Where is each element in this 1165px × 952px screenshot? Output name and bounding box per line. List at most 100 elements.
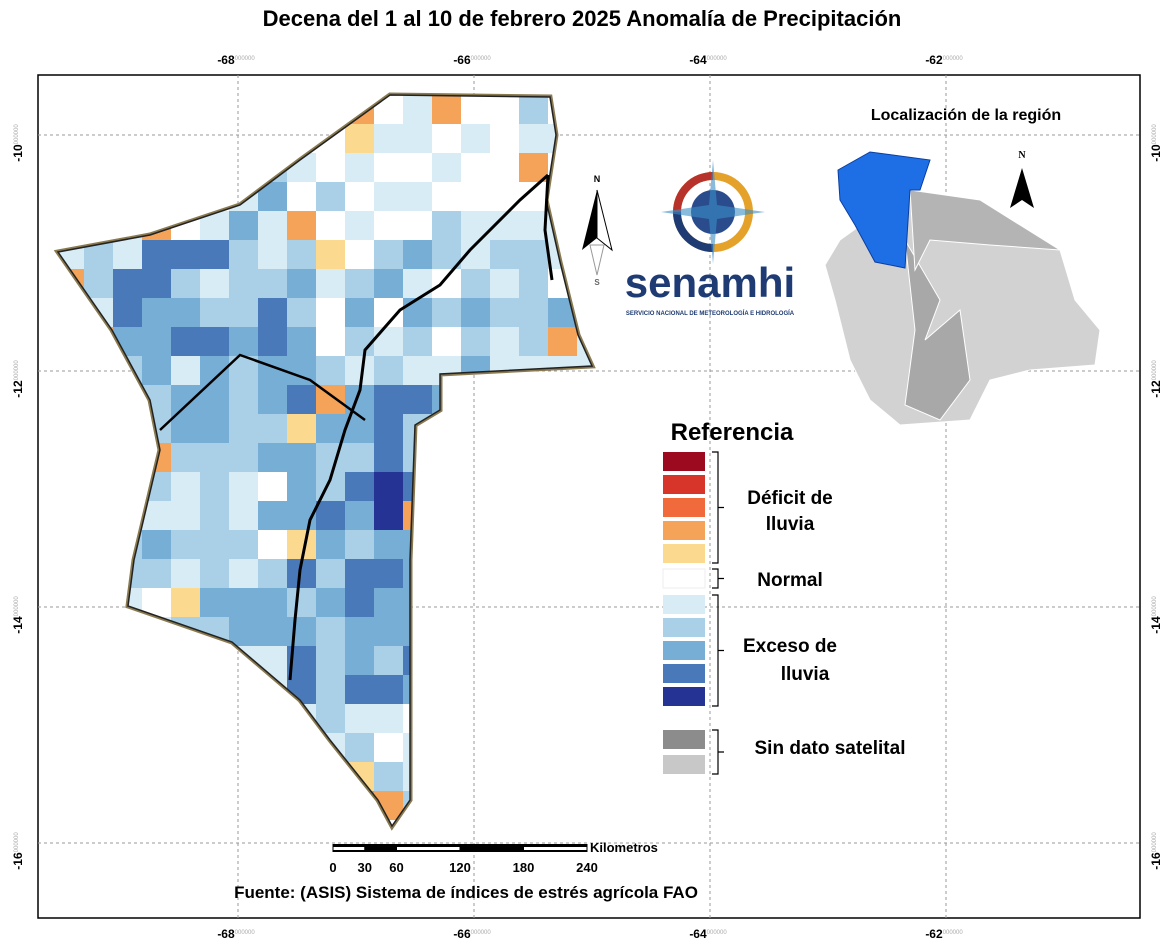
anomaly-cell xyxy=(113,646,142,675)
anomaly-cell xyxy=(461,733,490,762)
coord-suffix: 000000 xyxy=(14,832,20,853)
anomaly-cell xyxy=(374,356,403,385)
anomaly-cell xyxy=(142,240,171,269)
scale-segment xyxy=(397,847,461,850)
anomaly-cell xyxy=(84,704,113,733)
coord-label: -64000000 xyxy=(689,53,727,67)
north-arrow: N S xyxy=(582,174,612,287)
anomaly-cell xyxy=(490,443,519,472)
coord-value: -10 xyxy=(11,144,25,162)
anomaly-cell xyxy=(548,733,577,762)
anomaly-cell xyxy=(374,182,403,211)
anomaly-cell xyxy=(171,646,200,675)
anomaly-cell xyxy=(403,327,432,356)
anomaly-cell xyxy=(374,414,403,443)
anomaly-cell xyxy=(577,414,606,443)
anomaly-cell xyxy=(258,385,287,414)
scale-segment xyxy=(333,847,365,850)
anomaly-cell xyxy=(490,762,519,791)
anomaly-cell xyxy=(548,182,577,211)
anomaly-cell xyxy=(577,704,606,733)
anomaly-cell xyxy=(113,385,142,414)
anomaly-cell xyxy=(229,124,258,153)
arrow-south xyxy=(590,245,604,275)
legend-label: Normal xyxy=(757,570,822,591)
anomaly-cell xyxy=(200,327,229,356)
anomaly-cell xyxy=(200,443,229,472)
anomaly-cell xyxy=(577,617,606,646)
coord-suffix: 000000 xyxy=(14,596,20,617)
coord-suffix: 000000 xyxy=(1152,124,1158,145)
anomaly-cell xyxy=(490,791,519,820)
anomaly-cell xyxy=(229,733,258,762)
anomaly-cell xyxy=(374,646,403,675)
anomaly-cell xyxy=(258,791,287,820)
anomaly-cell xyxy=(287,588,316,617)
anomaly-cell xyxy=(316,530,345,559)
anomaly-cell xyxy=(55,646,84,675)
anomaly-cell xyxy=(229,617,258,646)
anomaly-cell xyxy=(548,530,577,559)
anomaly-cell xyxy=(374,733,403,762)
anomaly-cell xyxy=(171,153,200,182)
anomaly-cell xyxy=(229,269,258,298)
anomaly-cell xyxy=(345,588,374,617)
anomaly-cell xyxy=(403,675,432,704)
anomaly-cell xyxy=(287,414,316,443)
page: Decena del 1 al 10 de febrero 2025 Anoma… xyxy=(0,0,1165,952)
anomaly-cell xyxy=(55,414,84,443)
north-label: N xyxy=(594,174,601,184)
legend-swatch xyxy=(663,475,705,494)
anomaly-cell xyxy=(519,472,548,501)
anomaly-cell xyxy=(142,733,171,762)
legend-title: Referencia xyxy=(671,419,794,446)
anomaly-cell xyxy=(287,211,316,240)
anomaly-cell xyxy=(345,472,374,501)
coord-value: -14 xyxy=(11,616,25,634)
anomaly-cell xyxy=(113,182,142,211)
anomaly-cell xyxy=(490,95,519,124)
scale-segment xyxy=(365,844,397,847)
anomaly-cell xyxy=(519,733,548,762)
anomaly-cell xyxy=(229,414,258,443)
anomaly-cell xyxy=(142,385,171,414)
anomaly-cell xyxy=(490,298,519,327)
anomaly-cell xyxy=(345,211,374,240)
legend-swatch xyxy=(663,618,705,637)
legend-swatch xyxy=(663,521,705,540)
coord-value: -16 xyxy=(11,852,25,870)
anomaly-cell xyxy=(258,414,287,443)
anomaly-cell xyxy=(432,443,461,472)
coord-value: -10 xyxy=(1149,144,1163,162)
anomaly-cell xyxy=(200,501,229,530)
anomaly-cell xyxy=(374,530,403,559)
anomaly-cell xyxy=(461,414,490,443)
anomaly-cell xyxy=(461,153,490,182)
coord-label: -12000000 xyxy=(1149,360,1163,398)
anomaly-cell xyxy=(519,95,548,124)
anomaly-cell xyxy=(374,588,403,617)
anomaly-cell xyxy=(287,298,316,327)
anomaly-cell xyxy=(490,588,519,617)
anomaly-cell xyxy=(548,762,577,791)
coord-suffix: 000000 xyxy=(943,930,964,936)
anomaly-cell xyxy=(345,240,374,269)
anomaly-cell xyxy=(84,501,113,530)
anomaly-cell xyxy=(84,327,113,356)
anomaly-cell xyxy=(548,385,577,414)
legend-swatch xyxy=(663,687,705,706)
anomaly-cell xyxy=(345,356,374,385)
coord-label: -64000000 xyxy=(689,927,727,941)
anomaly-cell xyxy=(403,182,432,211)
anomaly-cell xyxy=(519,646,548,675)
anomaly-cell xyxy=(113,472,142,501)
anomaly-cell xyxy=(403,443,432,472)
anomaly-cell xyxy=(374,124,403,153)
coord-label: -66000000 xyxy=(453,53,491,67)
coord-label: -68000000 xyxy=(217,53,255,67)
anomaly-cell xyxy=(258,704,287,733)
anomaly-cell xyxy=(374,327,403,356)
anomaly-cell xyxy=(113,414,142,443)
anomaly-cell xyxy=(316,385,345,414)
anomaly-cell xyxy=(519,240,548,269)
